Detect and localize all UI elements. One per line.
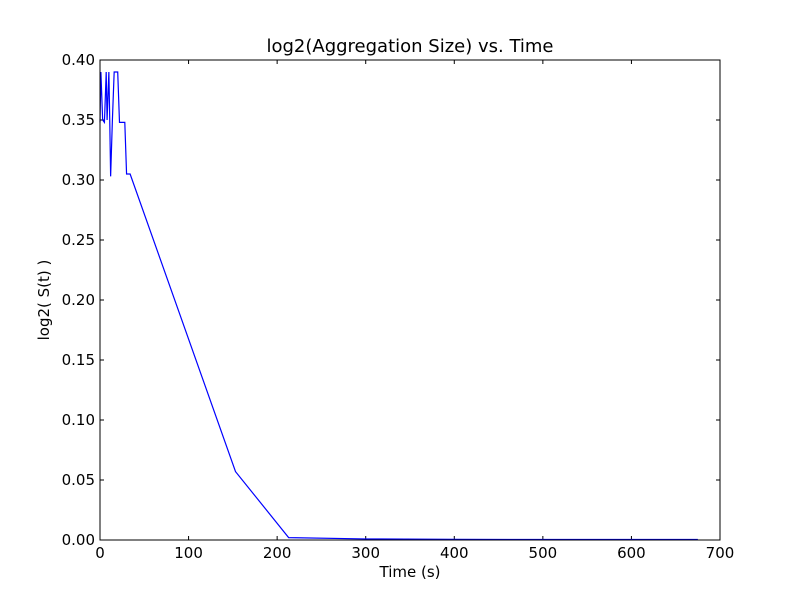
x-tick-label: 0 [95,544,105,562]
y-tick-label: 0.40 [62,51,95,69]
y-tick-label: 0.00 [62,531,95,549]
y-tick-label: 0.30 [62,171,95,189]
x-tick-label: 500 [529,544,558,562]
y-tick-label: 0.05 [62,471,95,489]
y-tick-label: 0.20 [62,291,95,309]
y-tick-label: 0.25 [62,231,95,249]
x-tick-label: 300 [351,544,380,562]
y-tick-label: 0.10 [62,411,95,429]
y-tick-label: 0.15 [62,351,95,369]
x-tick-label: 600 [617,544,646,562]
x-tick-label: 400 [440,544,469,562]
x-tick-label: 100 [174,544,203,562]
axes-frame [99,59,721,541]
series-layer [99,71,698,541]
y-axis-label: log2( S(t) ) [35,260,53,341]
x-axis-label: Time (s) [379,563,441,581]
tick-labels-layer: 0 100 200 300 400 500 600 700 0.00 0.05 0.10 0.15 0.… [62,51,735,562]
x-tick-label: 700 [706,544,735,562]
series-line-0 [99,71,698,541]
chart-title: log2(Aggregation Size) vs. Time [266,36,553,57]
y-tick-label: 0.35 [62,111,95,129]
x-tick-label: 200 [263,544,292,562]
